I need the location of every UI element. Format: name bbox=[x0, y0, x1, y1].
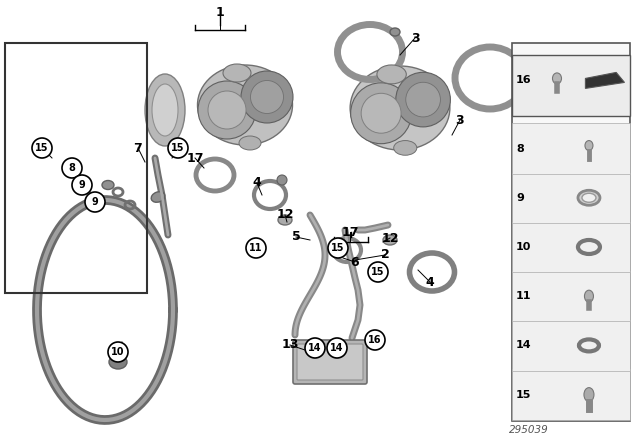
Text: 1: 1 bbox=[216, 5, 225, 18]
Text: 3: 3 bbox=[411, 31, 419, 44]
Ellipse shape bbox=[250, 81, 284, 113]
Text: 13: 13 bbox=[282, 339, 299, 352]
Text: 7: 7 bbox=[134, 142, 142, 155]
Text: 10: 10 bbox=[111, 347, 125, 357]
Text: 11: 11 bbox=[249, 243, 263, 253]
Ellipse shape bbox=[239, 136, 261, 150]
Circle shape bbox=[327, 338, 347, 358]
Text: 9: 9 bbox=[92, 197, 99, 207]
Text: 14: 14 bbox=[516, 340, 532, 350]
Bar bbox=[512, 123, 630, 174]
Circle shape bbox=[62, 158, 82, 178]
Text: 15: 15 bbox=[516, 390, 531, 400]
Ellipse shape bbox=[145, 74, 185, 146]
Text: 9: 9 bbox=[516, 193, 524, 203]
FancyBboxPatch shape bbox=[293, 340, 367, 384]
Circle shape bbox=[305, 338, 325, 358]
Ellipse shape bbox=[109, 355, 127, 369]
Text: 8: 8 bbox=[68, 163, 76, 173]
Text: 14: 14 bbox=[330, 343, 344, 353]
Circle shape bbox=[246, 238, 266, 258]
Bar bbox=[512, 370, 630, 420]
Ellipse shape bbox=[582, 193, 596, 202]
FancyBboxPatch shape bbox=[297, 344, 363, 380]
Text: 12: 12 bbox=[381, 232, 399, 245]
Circle shape bbox=[368, 262, 388, 282]
Ellipse shape bbox=[584, 290, 593, 302]
Bar bbox=[512, 43, 630, 421]
Circle shape bbox=[277, 175, 287, 185]
Ellipse shape bbox=[198, 65, 292, 145]
Text: 17: 17 bbox=[341, 225, 359, 238]
Circle shape bbox=[32, 138, 52, 158]
Text: 6: 6 bbox=[351, 255, 359, 268]
Ellipse shape bbox=[208, 91, 246, 129]
Text: 9: 9 bbox=[79, 180, 85, 190]
Bar bbox=[512, 172, 630, 223]
Text: 15: 15 bbox=[371, 267, 385, 277]
Ellipse shape bbox=[241, 71, 293, 123]
Bar bbox=[512, 55, 630, 116]
Text: 4: 4 bbox=[426, 276, 435, 289]
Ellipse shape bbox=[102, 181, 114, 190]
Bar bbox=[512, 222, 630, 272]
Circle shape bbox=[365, 330, 385, 350]
Text: 12: 12 bbox=[276, 208, 294, 221]
Ellipse shape bbox=[361, 93, 401, 133]
Bar bbox=[512, 320, 630, 370]
Ellipse shape bbox=[515, 48, 525, 56]
Ellipse shape bbox=[198, 81, 256, 139]
Circle shape bbox=[85, 192, 105, 212]
Text: 11: 11 bbox=[516, 291, 531, 301]
Polygon shape bbox=[586, 73, 625, 88]
Text: 15: 15 bbox=[35, 143, 49, 153]
Text: 4: 4 bbox=[253, 177, 261, 190]
Circle shape bbox=[168, 138, 188, 158]
Text: 15: 15 bbox=[172, 143, 185, 153]
Ellipse shape bbox=[278, 215, 292, 225]
Circle shape bbox=[72, 175, 92, 195]
Text: 17: 17 bbox=[186, 151, 204, 164]
Text: 14: 14 bbox=[308, 343, 322, 353]
Ellipse shape bbox=[377, 65, 406, 84]
Ellipse shape bbox=[383, 235, 397, 245]
Circle shape bbox=[108, 342, 128, 362]
Ellipse shape bbox=[394, 141, 417, 155]
Ellipse shape bbox=[552, 73, 561, 84]
Bar bbox=[5, 43, 147, 293]
Ellipse shape bbox=[584, 388, 594, 401]
Text: 5: 5 bbox=[292, 231, 300, 244]
Ellipse shape bbox=[351, 83, 412, 144]
Text: 3: 3 bbox=[456, 113, 464, 126]
Text: 8: 8 bbox=[516, 143, 524, 154]
Ellipse shape bbox=[223, 64, 251, 82]
Text: 10: 10 bbox=[516, 242, 531, 252]
Text: 16: 16 bbox=[516, 75, 532, 86]
Ellipse shape bbox=[396, 72, 451, 127]
Circle shape bbox=[328, 238, 348, 258]
Ellipse shape bbox=[585, 141, 593, 151]
Bar bbox=[512, 271, 630, 321]
Ellipse shape bbox=[152, 84, 178, 136]
Text: 16: 16 bbox=[368, 335, 381, 345]
Ellipse shape bbox=[350, 66, 450, 150]
Ellipse shape bbox=[151, 192, 164, 202]
Ellipse shape bbox=[390, 28, 400, 36]
Text: 15: 15 bbox=[332, 243, 345, 253]
Ellipse shape bbox=[406, 82, 440, 117]
Text: 2: 2 bbox=[381, 249, 389, 262]
Ellipse shape bbox=[578, 190, 600, 205]
Text: 295039: 295039 bbox=[509, 425, 548, 435]
